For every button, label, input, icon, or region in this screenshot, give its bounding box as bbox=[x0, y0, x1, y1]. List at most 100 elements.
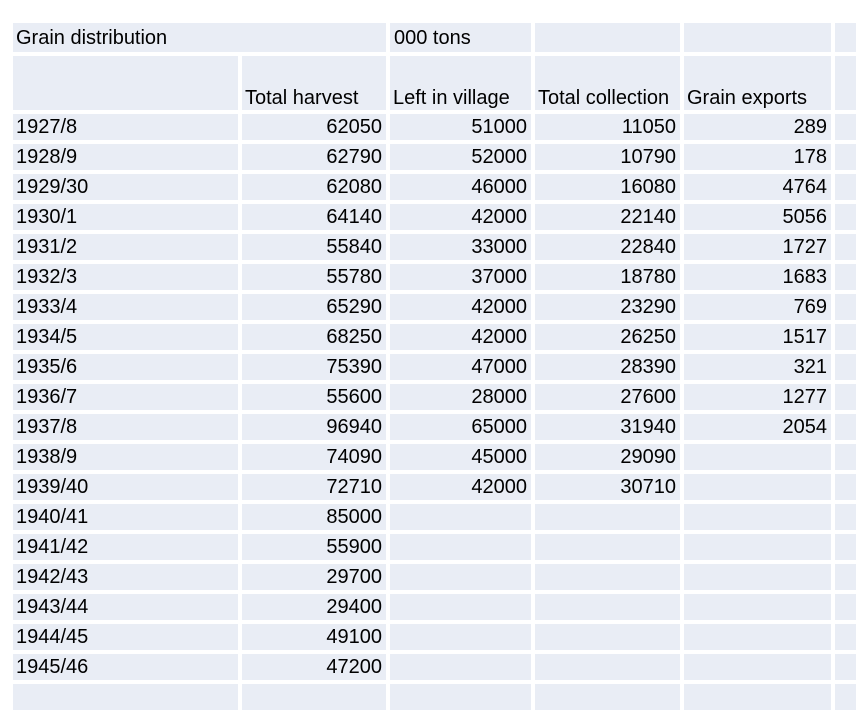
value-cell bbox=[684, 594, 831, 620]
value-cell: 55780 bbox=[242, 264, 386, 290]
value-cell: 2054 bbox=[684, 414, 831, 440]
value-cell: 16080 bbox=[535, 174, 680, 200]
year-cell: 1935/6 bbox=[13, 354, 238, 380]
value-cell: 10790 bbox=[535, 144, 680, 170]
value-cell: 75390 bbox=[242, 354, 386, 380]
value-cell: 27600 bbox=[535, 384, 680, 410]
year-cell: 1932/3 bbox=[13, 264, 238, 290]
value-cell: 29400 bbox=[242, 594, 386, 620]
year-cell: 1937/8 bbox=[13, 414, 238, 440]
value-cell bbox=[535, 684, 680, 710]
value-cell: 42000 bbox=[390, 474, 531, 500]
value-cell bbox=[390, 654, 531, 680]
value-cell: 55600 bbox=[242, 384, 386, 410]
filler-cell bbox=[835, 204, 856, 230]
value-cell: 42000 bbox=[390, 294, 531, 320]
value-cell: 47000 bbox=[390, 354, 531, 380]
year-cell: 1941/42 bbox=[13, 534, 238, 560]
value-cell: 96940 bbox=[242, 414, 386, 440]
value-cell: 18780 bbox=[535, 264, 680, 290]
empty-cell bbox=[535, 23, 680, 52]
value-cell bbox=[684, 564, 831, 590]
value-cell: 29700 bbox=[242, 564, 386, 590]
value-cell: 11050 bbox=[535, 114, 680, 140]
year-cell: 1930/1 bbox=[13, 204, 238, 230]
col-header-left-in-village: Left in village bbox=[390, 56, 531, 110]
value-cell: 65290 bbox=[242, 294, 386, 320]
units-label: 000 tons bbox=[390, 23, 531, 52]
year-cell: 1929/30 bbox=[13, 174, 238, 200]
filler-cell bbox=[835, 114, 856, 140]
value-cell: 29090 bbox=[535, 444, 680, 470]
value-cell: 68250 bbox=[242, 324, 386, 350]
value-cell bbox=[684, 684, 831, 710]
filler-cell bbox=[835, 594, 856, 620]
year-cell: 1945/46 bbox=[13, 654, 238, 680]
filler-cell bbox=[835, 624, 856, 650]
value-cell: 30710 bbox=[535, 474, 680, 500]
filler-cell bbox=[835, 414, 856, 440]
value-cell: 62790 bbox=[242, 144, 386, 170]
year-cell: 1942/43 bbox=[13, 564, 238, 590]
col-header-total-collection: Total collection bbox=[535, 56, 680, 110]
value-cell: 45000 bbox=[390, 444, 531, 470]
filler-cell bbox=[835, 294, 856, 320]
filler-cell bbox=[835, 654, 856, 680]
value-cell bbox=[535, 624, 680, 650]
value-cell: 289 bbox=[684, 114, 831, 140]
year-cell: 1934/5 bbox=[13, 324, 238, 350]
row-header-spacer bbox=[13, 56, 238, 110]
value-cell: 55840 bbox=[242, 234, 386, 260]
value-cell bbox=[535, 564, 680, 590]
value-cell: 28000 bbox=[390, 384, 531, 410]
filler-cell bbox=[835, 684, 856, 710]
value-cell: 74090 bbox=[242, 444, 386, 470]
value-cell: 64140 bbox=[242, 204, 386, 230]
value-cell: 178 bbox=[684, 144, 831, 170]
value-cell: 1683 bbox=[684, 264, 831, 290]
value-cell: 62050 bbox=[242, 114, 386, 140]
value-cell: 62080 bbox=[242, 174, 386, 200]
filler-cell bbox=[835, 354, 856, 380]
year-cell: 1931/2 bbox=[13, 234, 238, 260]
value-cell: 46000 bbox=[390, 174, 531, 200]
value-cell: 72710 bbox=[242, 474, 386, 500]
filler-cell bbox=[835, 564, 856, 590]
year-cell: 1938/9 bbox=[13, 444, 238, 470]
value-cell: 4764 bbox=[684, 174, 831, 200]
value-cell bbox=[390, 624, 531, 650]
value-cell: 31940 bbox=[535, 414, 680, 440]
value-cell: 28390 bbox=[535, 354, 680, 380]
value-cell: 37000 bbox=[390, 264, 531, 290]
year-cell: 1928/9 bbox=[13, 144, 238, 170]
value-cell bbox=[684, 624, 831, 650]
value-cell: 1727 bbox=[684, 234, 831, 260]
value-cell bbox=[535, 654, 680, 680]
value-cell bbox=[390, 594, 531, 620]
year-cell: 1943/44 bbox=[13, 594, 238, 620]
value-cell: 22140 bbox=[535, 204, 680, 230]
value-cell bbox=[684, 474, 831, 500]
value-cell: 42000 bbox=[390, 204, 531, 230]
filler-cell bbox=[835, 474, 856, 500]
value-cell: 65000 bbox=[390, 414, 531, 440]
value-cell: 49100 bbox=[242, 624, 386, 650]
value-cell: 52000 bbox=[390, 144, 531, 170]
filler-cell bbox=[835, 234, 856, 260]
value-cell: 47200 bbox=[242, 654, 386, 680]
value-cell: 85000 bbox=[242, 504, 386, 530]
value-cell: 51000 bbox=[390, 114, 531, 140]
empty-cell bbox=[835, 56, 856, 110]
filler-cell bbox=[835, 444, 856, 470]
filler-cell bbox=[835, 534, 856, 560]
value-cell: 769 bbox=[684, 294, 831, 320]
year-cell: 1944/45 bbox=[13, 624, 238, 650]
value-cell bbox=[684, 444, 831, 470]
filler-cell bbox=[835, 174, 856, 200]
value-cell bbox=[684, 654, 831, 680]
value-cell bbox=[390, 684, 531, 710]
value-cell bbox=[684, 504, 831, 530]
col-header-total-harvest: Total harvest bbox=[242, 56, 386, 110]
year-cell: 1933/4 bbox=[13, 294, 238, 320]
value-cell: 33000 bbox=[390, 234, 531, 260]
